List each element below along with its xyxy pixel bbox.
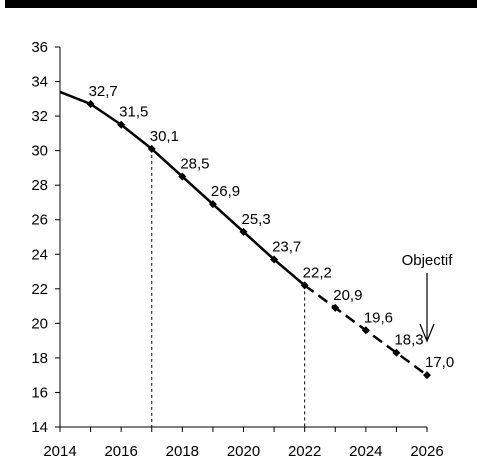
annotation-arrow-head: [419, 323, 435, 343]
y-tick-label: 18: [31, 350, 48, 367]
y-tick-label: 36: [31, 39, 48, 56]
data-label: 20,9: [333, 287, 362, 304]
data-label: 30,1: [150, 128, 179, 145]
data-point-marker: [300, 281, 309, 290]
y-tick-label: 30: [31, 143, 48, 160]
y-tick-label: 14: [31, 419, 48, 436]
data-label: 22,2: [303, 264, 332, 281]
series-line-solid: [59, 90, 306, 287]
data-point-marker: [423, 371, 431, 380]
data-point-marker: [86, 100, 95, 108]
x-tick-label: 2026: [410, 443, 443, 460]
x-tick-label: 2016: [104, 443, 137, 460]
data-point-marker: [239, 227, 248, 236]
series-markers: [86, 100, 431, 380]
data-point-marker: [208, 200, 217, 209]
top-border-rule: [5, 0, 477, 8]
y-tick-label: 24: [31, 246, 48, 263]
y-tick-label: 26: [31, 212, 48, 229]
data-point-marker: [361, 326, 370, 335]
y-tick-label: 22: [31, 281, 48, 298]
y-tick-label: 28: [31, 177, 48, 194]
data-label: 19,6: [364, 309, 393, 326]
y-tick-label: 32: [31, 108, 48, 125]
data-point-marker: [331, 303, 340, 312]
x-tick-label: 2014: [43, 443, 76, 460]
annotation-text: Objectif: [402, 252, 454, 269]
y-tick-label: 20: [31, 315, 48, 332]
data-point-marker: [270, 255, 279, 264]
data-labels: 32,731,530,128,526,925,323,722,220,919,6…: [89, 83, 455, 371]
data-label: 18,3: [394, 332, 423, 349]
data-label: 26,9: [211, 183, 240, 200]
data-label: 17,0: [425, 354, 454, 371]
objectif-annotation: Objectif: [402, 252, 454, 343]
data-label: 28,5: [180, 156, 209, 173]
data-point-marker: [117, 120, 126, 129]
data-point-marker: [178, 172, 187, 181]
x-tick-label: 2022: [288, 443, 321, 460]
data-point-marker: [392, 348, 401, 357]
x-tick-label: 2024: [349, 443, 382, 460]
data-label: 32,7: [89, 83, 118, 100]
y-tick-label: 34: [31, 74, 48, 91]
y-tick-label: 16: [31, 384, 48, 401]
data-label: 25,3: [242, 211, 271, 228]
data-label: 31,5: [119, 104, 148, 121]
x-tick-label: 2018: [166, 443, 199, 460]
reference-lines: [151, 148, 306, 427]
x-tick-label: 2020: [227, 443, 260, 460]
data-point-marker: [147, 144, 156, 153]
data-label: 23,7: [272, 238, 301, 255]
